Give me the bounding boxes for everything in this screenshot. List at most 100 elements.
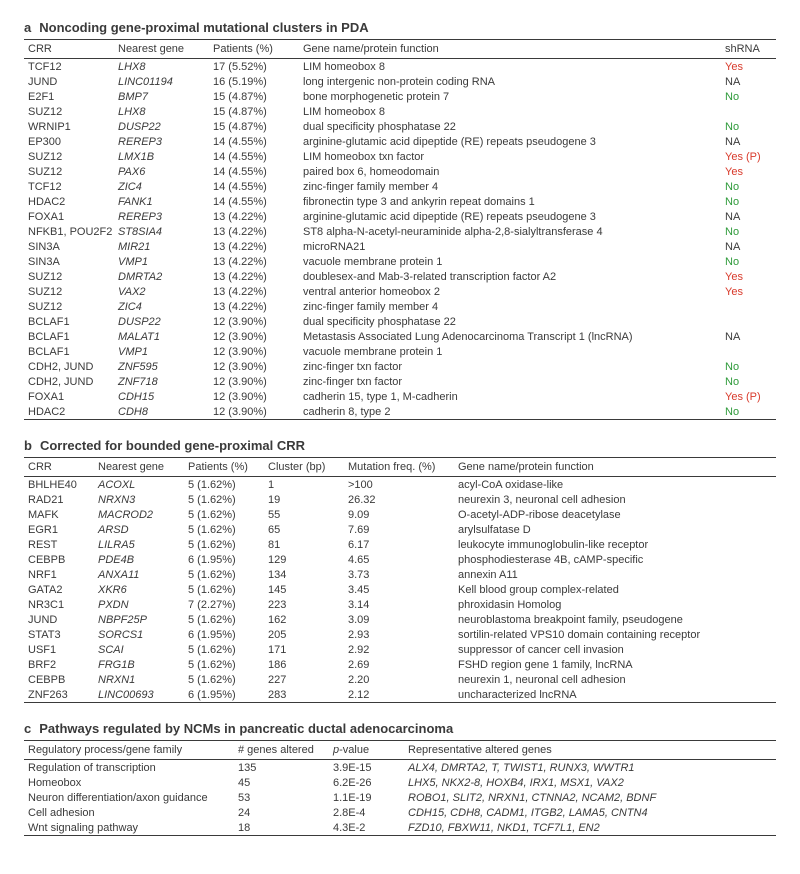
shrna-cell: Yes (P) (721, 389, 776, 404)
table-row: Neuron differentiation/axon guidance531.… (24, 790, 776, 805)
patients-cell: 5 (1.62%) (184, 657, 264, 672)
table-row: BCLAF1VMP112 (3.90%)vacuole membrane pro… (24, 344, 776, 359)
patients-cell: 12 (3.90%) (209, 314, 299, 329)
shrna-cell: Yes (721, 269, 776, 284)
patients-cell: 5 (1.62%) (184, 477, 264, 493)
panel-c-title: cPathways regulated by NCMs in pancreati… (24, 721, 776, 736)
nearest-gene-cell: CDH15 (114, 389, 209, 404)
pvalue-cell: 3.9E-15 (329, 760, 404, 776)
function-cell: cadherin 15, type 1, M-cadherin (299, 389, 721, 404)
table-row: NRF1ANXA115 (1.62%)1343.73annexin A11 (24, 567, 776, 582)
mutation-freq-cell: 9.09 (344, 507, 454, 522)
patients-cell: 5 (1.62%) (184, 507, 264, 522)
cluster-cell: 129 (264, 552, 344, 567)
patients-cell: 14 (4.55%) (209, 179, 299, 194)
function-cell: uncharacterized lncRNA (454, 687, 776, 703)
patients-cell: 15 (4.87%) (209, 104, 299, 119)
function-cell: long intergenic non-protein coding RNA (299, 74, 721, 89)
table-row: Cell adhesion242.8E-4CDH15, CDH8, CADM1,… (24, 805, 776, 820)
cluster-cell: 81 (264, 537, 344, 552)
nearest-gene-cell: DMRTA2 (114, 269, 209, 284)
cluster-cell: 134 (264, 567, 344, 582)
mutation-freq-cell: 3.73 (344, 567, 454, 582)
nearest-gene-cell: FANK1 (114, 194, 209, 209)
nearest-gene-cell: NRXN3 (94, 492, 184, 507)
table-row: CDH2, JUNDZNF59512 (3.90%)zinc-finger tx… (24, 359, 776, 374)
cluster-cell: 171 (264, 642, 344, 657)
patients-cell: 12 (3.90%) (209, 404, 299, 420)
nearest-gene-cell: REREP3 (114, 134, 209, 149)
pvalue-cell: 2.8E-4 (329, 805, 404, 820)
crr-cell: BCLAF1 (24, 329, 114, 344)
patients-cell: 12 (3.90%) (209, 359, 299, 374)
column-header: Nearest gene (94, 458, 184, 477)
patients-cell: 6 (1.95%) (184, 552, 264, 567)
column-header: Mutation freq. (%) (344, 458, 454, 477)
function-cell: ventral anterior homeobox 2 (299, 284, 721, 299)
function-cell: zinc-finger family member 4 (299, 179, 721, 194)
process-cell: Wnt signaling pathway (24, 820, 234, 836)
shrna-cell (721, 344, 776, 359)
crr-cell: HDAC2 (24, 404, 114, 420)
table-row: SUZ12LMX1B14 (4.55%)LIM homeobox txn fac… (24, 149, 776, 164)
patients-cell: 12 (3.90%) (209, 389, 299, 404)
nearest-gene-cell: BMP7 (114, 89, 209, 104)
function-cell: phosphodiesterase 4B, cAMP-specific (454, 552, 776, 567)
function-cell: arylsulfatase D (454, 522, 776, 537)
panel-a-title: aNoncoding gene-proximal mutational clus… (24, 20, 776, 35)
table-b: CRRNearest genePatients (%)Cluster (bp)M… (24, 457, 776, 703)
column-header: shRNA (721, 40, 776, 59)
nearest-gene-cell: VMP1 (114, 344, 209, 359)
crr-cell: SUZ12 (24, 299, 114, 314)
shrna-cell (721, 314, 776, 329)
shrna-cell: No (721, 194, 776, 209)
table-row: Homeobox456.2E-26LHX5, NKX2-8, HOXB4, IR… (24, 775, 776, 790)
patients-cell: 17 (5.52%) (209, 59, 299, 75)
nearest-gene-cell: ST8SIA4 (114, 224, 209, 239)
column-header: CRR (24, 40, 114, 59)
crr-cell: SIN3A (24, 254, 114, 269)
function-cell: paired box 6, homeodomain (299, 164, 721, 179)
nearest-gene-cell: NBPF25P (94, 612, 184, 627)
table-row: Regulation of transcription1353.9E-15ALX… (24, 760, 776, 776)
table-c-header: Regulatory process/gene family# genes al… (24, 741, 776, 760)
genes-altered-cell: 45 (234, 775, 329, 790)
shrna-cell: NA (721, 134, 776, 149)
nearest-gene-cell: ZNF718 (114, 374, 209, 389)
mutation-freq-cell: 2.69 (344, 657, 454, 672)
crr-cell: SUZ12 (24, 284, 114, 299)
crr-cell: BHLHE40 (24, 477, 94, 493)
table-row: CDH2, JUNDZNF71812 (3.90%)zinc-finger tx… (24, 374, 776, 389)
table-a-header: CRRNearest genePatients (%)Gene name/pro… (24, 40, 776, 59)
mutation-freq-cell: >100 (344, 477, 454, 493)
panel-b-title: bCorrected for bounded gene-proximal CRR (24, 438, 776, 453)
nearest-gene-cell: ACOXL (94, 477, 184, 493)
crr-cell: RAD21 (24, 492, 94, 507)
shrna-cell (721, 299, 776, 314)
shrna-cell: No (721, 119, 776, 134)
crr-cell: BCLAF1 (24, 344, 114, 359)
nearest-gene-cell: LMX1B (114, 149, 209, 164)
function-cell: neuroblastoma breakpoint family, pseudog… (454, 612, 776, 627)
crr-cell: JUND (24, 74, 114, 89)
mutation-freq-cell: 3.09 (344, 612, 454, 627)
nearest-gene-cell: ARSD (94, 522, 184, 537)
table-row: NR3C1PXDN7 (2.27%)2233.14phroxidasin Hom… (24, 597, 776, 612)
table-row: SUZ12ZIC413 (4.22%)zinc-finger family me… (24, 299, 776, 314)
nearest-gene-cell: LINC01194 (114, 74, 209, 89)
crr-cell: REST (24, 537, 94, 552)
function-cell: dual specificity phosphatase 22 (299, 314, 721, 329)
table-b-header: CRRNearest genePatients (%)Cluster (bp)M… (24, 458, 776, 477)
table-row: ZNF263LINC006936 (1.95%)2832.12uncharact… (24, 687, 776, 703)
shrna-cell: NA (721, 329, 776, 344)
crr-cell: SUZ12 (24, 164, 114, 179)
shrna-cell: Yes (721, 284, 776, 299)
table-c: Regulatory process/gene family# genes al… (24, 740, 776, 836)
table-row: RAD21NRXN35 (1.62%)1926.32neurexin 3, ne… (24, 492, 776, 507)
crr-cell: CEBPB (24, 552, 94, 567)
column-header: Gene name/protein function (454, 458, 776, 477)
panel-a-heading: Noncoding gene-proximal mutational clust… (39, 20, 368, 35)
function-cell: cadherin 8, type 2 (299, 404, 721, 420)
nearest-gene-cell: SCAI (94, 642, 184, 657)
function-cell: zinc-finger txn factor (299, 374, 721, 389)
